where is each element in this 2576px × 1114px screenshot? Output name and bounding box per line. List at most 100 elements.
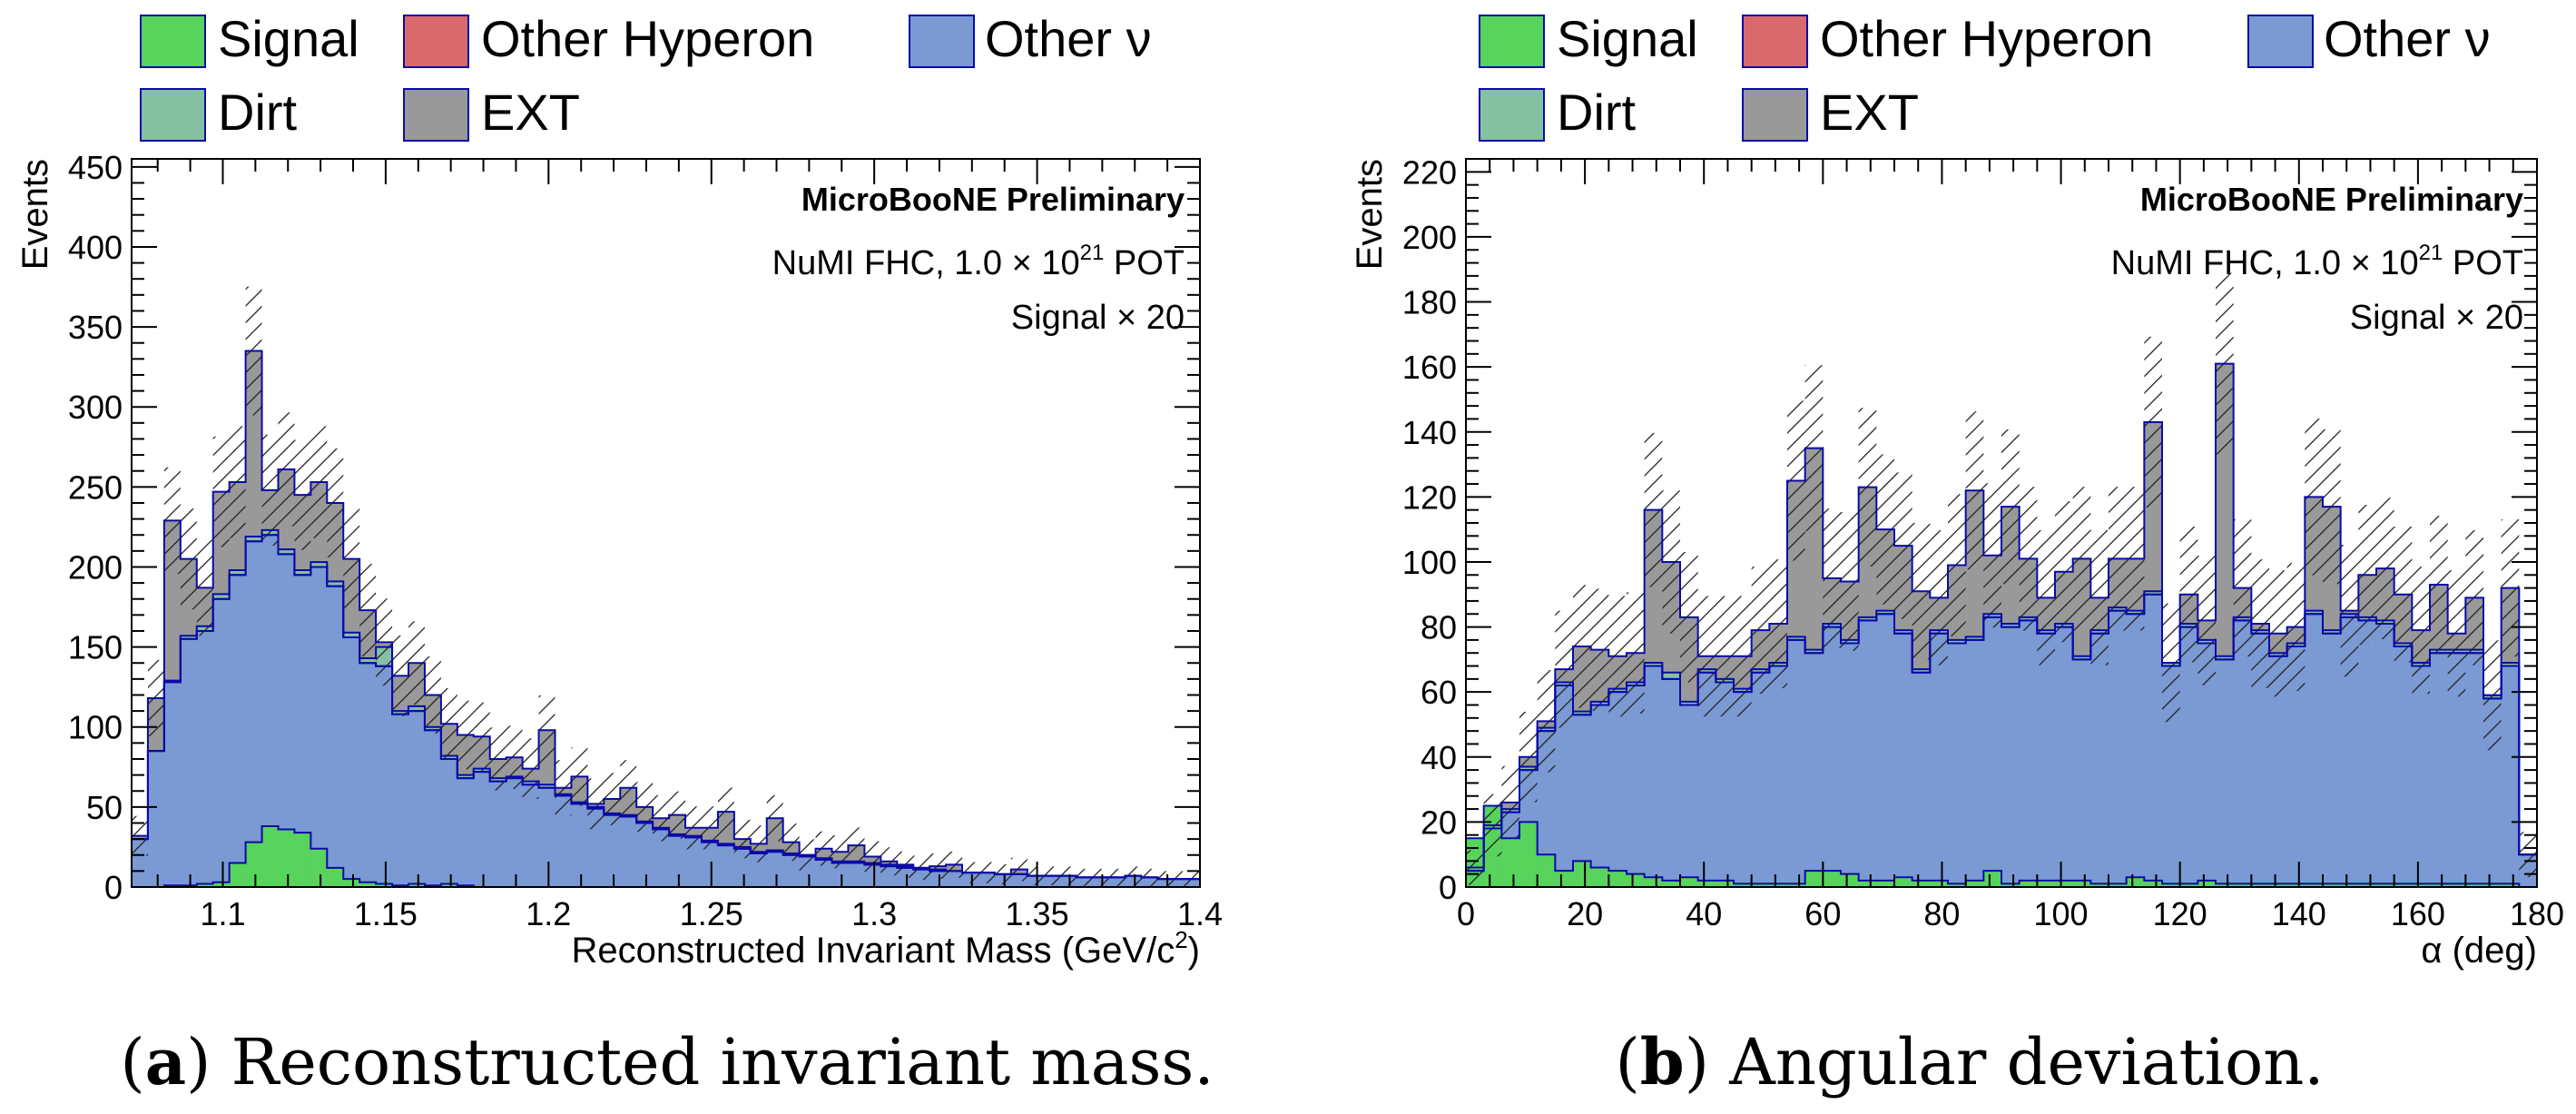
bar-b-signal-17 [1769, 883, 1788, 887]
bar-b-signal-30 [2001, 883, 2020, 887]
bar-a-other-nu-10 [294, 575, 311, 887]
bar-b-other-nu-38 [2144, 594, 2163, 887]
ytick-label-b-1: 20 [1421, 803, 1457, 841]
legend-b-signal-label: Signal [1557, 10, 1698, 67]
legend-a-ext: EXT [403, 84, 580, 142]
panel-b-beam-label: NuMI FHC, 1.0 × 1021 POT [2111, 241, 2523, 282]
legend-b-dirt-swatch [1479, 88, 1545, 142]
bar-b-other-nu-47 [2305, 614, 2324, 887]
bar-a-other-nu-42 [815, 860, 832, 887]
bar-b-other-nu-49 [2340, 616, 2359, 887]
bar-b-other-nu-17 [1769, 665, 1788, 887]
outline-b-other-hyperon [1465, 593, 2538, 887]
panel-a: Signal Other Hyperon Other ν Dirt EXT [15, 10, 1223, 1099]
panel-a-beam-exp: 21 [1080, 241, 1105, 265]
outline-b-signal [1465, 804, 2537, 888]
bar-b-signal-19 [1804, 871, 1824, 887]
bar-b-signal-21 [1841, 873, 1859, 887]
caption-b: (b) Angular deviation. [1615, 1024, 2324, 1099]
bar-a-other-nu-18 [424, 730, 442, 887]
bar-b-signal-35 [2090, 883, 2109, 887]
bar-b-signal-9 [1627, 873, 1645, 887]
legend-b-other-nu-label: Other ν [2324, 10, 2491, 67]
plot-b: 0 20 40 60 80 100 120 140 160 180 200 220 0 20 40 60 80 1… [1402, 153, 2564, 932]
bar-b-dirt-42 [2216, 656, 2234, 660]
bar-a-signal-19 [440, 883, 458, 887]
bar-b-signal-11 [1662, 880, 1681, 887]
bar-a-signal-5 [212, 882, 230, 887]
bar-b-signal-14 [1716, 880, 1735, 887]
ytick-label-a-8: 400 [68, 229, 123, 266]
bar-b-signal-7 [1590, 867, 1609, 887]
bar-b-other-nu-5 [1555, 685, 1574, 887]
bar-a-other-nu-1 [147, 751, 165, 887]
xtick-label-a-0: 1.1 [200, 895, 245, 932]
bar-b-signal-18 [1787, 883, 1805, 887]
bar-b-other-nu-46 [2286, 646, 2306, 887]
bar-a-other-nu-13 [343, 637, 360, 887]
panel-a-xlabel: Reconstructed Invariant Mass (GeV/c2) [571, 926, 1200, 971]
legend-b-other-hyperon: Other Hyperon [1742, 10, 2153, 68]
bar-b-signal-53 [2412, 883, 2431, 887]
xtick-label-b-8: 160 [2391, 895, 2445, 932]
bar-a-dirt-9 [278, 549, 295, 555]
bar-b-other-nu-35 [2090, 633, 2109, 887]
bar-b-signal-23 [1876, 880, 1895, 887]
bar-a-other-nu-6 [229, 575, 246, 887]
bar-b-dirt-28 [1965, 636, 1984, 640]
bar-b-other-nu-7 [1590, 705, 1609, 887]
bar-a-other-nu-24 [522, 784, 539, 887]
bar-a-dirt-5 [212, 594, 230, 599]
bar-a-other-nu-26 [555, 795, 572, 887]
caption-a-text: Reconstructed invariant mass. [231, 1025, 1214, 1099]
legend-a-other-nu: Other ν [909, 10, 1152, 68]
bar-b-dirt-12 [1680, 701, 1698, 705]
bar-a-signal-12 [327, 867, 344, 887]
bar-b-other-nu-27 [1948, 643, 1966, 887]
xtick-label-b-6: 120 [2153, 895, 2207, 932]
bar-a-other-nu-8 [261, 535, 279, 887]
bar-b-signal-41 [2197, 880, 2217, 887]
ytick-label-b-3: 60 [1421, 674, 1457, 711]
bar-b-other-nu-32 [2037, 633, 2056, 887]
bar-a-other-nu-20 [457, 778, 475, 887]
outline-a-ext [131, 350, 1201, 887]
ytick-label-a-5: 250 [68, 468, 123, 506]
bar-b-signal-28 [1965, 880, 1984, 887]
ytick-label-b-11: 220 [1402, 153, 1457, 191]
bar-b-signal-32 [2037, 880, 2056, 887]
bar-b-signal-56 [2465, 883, 2484, 887]
bar-b-other-nu-40 [2179, 626, 2198, 887]
bar-a-dirt-13 [343, 632, 360, 638]
legend-a-other-nu-label: Other ν [985, 10, 1152, 67]
bar-b-other-nu-24 [1894, 633, 1912, 887]
panel-a-experiment-label: MicroBooNE Preliminary [801, 181, 1185, 218]
legend-a-signal: Signal [140, 10, 359, 68]
bar-b-other-nu-8 [1608, 692, 1627, 887]
bar-b-signal-29 [1983, 871, 2002, 887]
bar-b-dirt-30 [2001, 623, 2020, 627]
bar-b-signal-39 [2162, 883, 2180, 887]
panel-a-xlabel-prefix: Reconstructed Invariant Mass (GeV/c [571, 931, 1175, 971]
bar-b-signal-38 [2144, 880, 2163, 887]
bar-b-dirt-18 [1787, 636, 1805, 640]
bar-a-signal-4 [196, 883, 214, 887]
bar-b-dirt-58 [2501, 662, 2520, 666]
xtick-label-b-1: 20 [1567, 895, 1603, 932]
bar-a-other-nu-30 [620, 816, 637, 887]
panel-a-xlabel-exp: 2 [1175, 926, 1187, 953]
bar-a-other-nu-33 [669, 835, 686, 887]
bar-a-other-nu-34 [685, 837, 703, 887]
ytick-label-b-7: 140 [1402, 414, 1457, 451]
plot-a: 0 50 100 150 200 250 300 350 400 450 1.1 1.15 1.2 1.2… [68, 149, 1223, 932]
legend-b-ext: EXT [1742, 84, 1919, 142]
panel-a-xlabel-suffix: ) [1188, 931, 1200, 971]
panel-a-scale-label: Signal × 20 [1011, 299, 1185, 337]
panel-a-beam-prefix: NuMI FHC, 1.0 × 10 [772, 244, 1080, 282]
bar-b-signal-58 [2501, 883, 2520, 887]
bar-b-signal-47 [2305, 883, 2324, 887]
bar-a-other-nu-39 [766, 852, 783, 887]
bar-a-other-nu-3 [180, 638, 198, 887]
bar-b-other-nu-58 [2501, 665, 2520, 887]
